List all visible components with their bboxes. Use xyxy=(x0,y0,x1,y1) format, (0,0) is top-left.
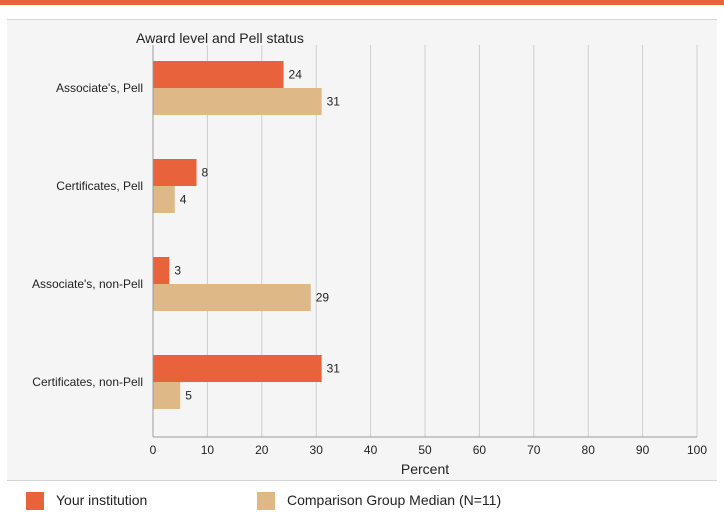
bar-1-1 xyxy=(153,186,175,213)
chart-legend: Your institution Comparison Group Median… xyxy=(0,484,724,512)
data-label-1-0: 8 xyxy=(202,166,209,180)
data-label-3-0: 31 xyxy=(327,362,341,376)
data-label-1-1: 4 xyxy=(180,193,187,207)
category-label-3: Certificates, non-Pell xyxy=(32,375,143,389)
legend-swatch-comparison-group xyxy=(257,492,275,510)
x-tick-label-60: 60 xyxy=(473,443,487,457)
legend-item-comparison-group: Comparison Group Median (N=11) xyxy=(257,492,501,512)
x-tick-label-50: 50 xyxy=(418,443,432,457)
x-tick-label-0: 0 xyxy=(150,443,157,457)
legend-label-comparison-group: Comparison Group Median (N=11) xyxy=(287,492,502,508)
bar-2-1 xyxy=(153,284,311,311)
x-tick-label-40: 40 xyxy=(364,443,378,457)
category-label-1: Certificates, Pell xyxy=(56,179,143,193)
x-tick-label-100: 100 xyxy=(687,443,707,457)
legend-item-your-institution: Your institution xyxy=(26,492,147,512)
x-tick-label-10: 10 xyxy=(201,443,215,457)
top-accent-rule xyxy=(0,0,724,5)
x-tick-label-80: 80 xyxy=(582,443,596,457)
x-tick-label-90: 90 xyxy=(636,443,650,457)
x-tick-label-20: 20 xyxy=(255,443,269,457)
data-label-2-0: 3 xyxy=(174,264,181,278)
x-tick-label-30: 30 xyxy=(310,443,324,457)
bar-1-0 xyxy=(153,159,197,186)
x-axis-label: Percent xyxy=(401,461,449,477)
bar-chart: Award level and Pell status Associate's, … xyxy=(32,30,707,477)
chart-panel xyxy=(7,19,717,481)
data-label-0-0: 24 xyxy=(289,68,303,82)
bar-0-0 xyxy=(153,61,284,88)
data-label-0-1: 31 xyxy=(327,95,341,109)
legend-swatch-your-institution xyxy=(26,492,44,510)
data-label-2-1: 29 xyxy=(316,291,330,305)
bar-3-0 xyxy=(153,355,322,382)
bar-3-1 xyxy=(153,382,181,409)
category-label-2: Associate's, non-Pell xyxy=(32,277,143,291)
x-tick-label-70: 70 xyxy=(527,443,541,457)
chart-title: Award level and Pell status xyxy=(136,30,304,46)
bar-2-0 xyxy=(153,257,170,284)
legend-label-your-institution: Your institution xyxy=(56,492,148,508)
category-label-0: Associate's, Pell xyxy=(56,81,143,95)
data-label-3-1: 5 xyxy=(185,389,192,403)
bar-0-1 xyxy=(153,88,322,115)
